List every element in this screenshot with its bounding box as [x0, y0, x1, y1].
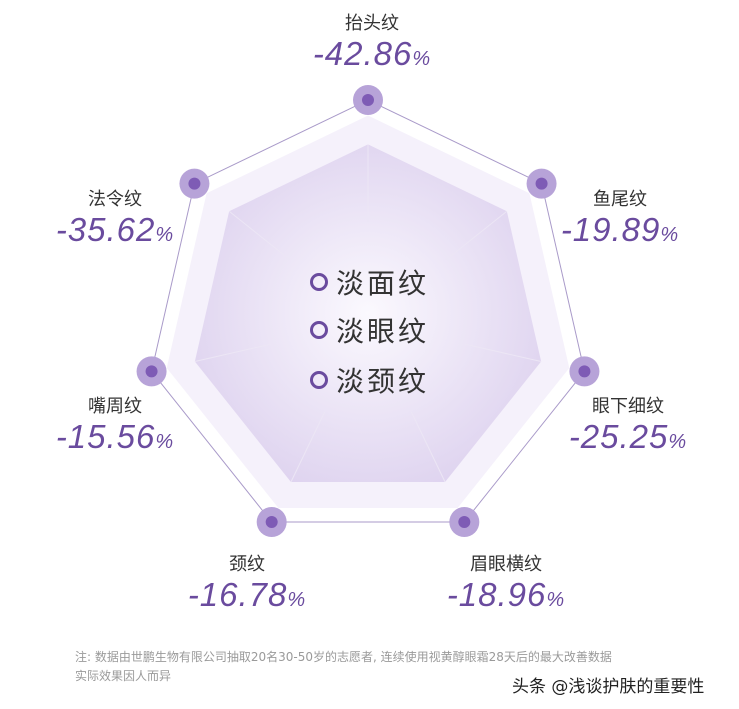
value-number: -19.89 [560, 211, 661, 248]
footnote-line: 注: 数据由世鹏生物有限公司抽取20名30-50岁的志愿者, 连续使用视黄醇眼霜… [75, 650, 612, 664]
axis-label-group: 法令纹 -35.62% [25, 188, 205, 253]
percent-unit: % [546, 589, 566, 611]
data-point [265, 516, 278, 529]
category-label: 眉眼横纹 [470, 554, 542, 575]
footnote-line: 实际效果因人而异 [75, 669, 172, 683]
axis-label-group: 眼下细纹 -25.25% [538, 395, 718, 460]
value-label: -16.78% [157, 577, 337, 618]
data-point [145, 365, 158, 378]
data-point [535, 177, 548, 190]
percent-unit: % [155, 224, 175, 246]
percent-unit: % [287, 589, 307, 611]
spoke [290, 411, 326, 483]
value-number: -18.96 [446, 576, 547, 613]
percent-unit: % [155, 431, 175, 453]
radar-outline [151, 99, 585, 523]
value-number: -25.25 [568, 418, 669, 455]
axis-label-group: 抬头纹 -42.86% [282, 12, 462, 77]
legend-label: 淡面纹 [336, 267, 430, 300]
spoke [410, 411, 446, 483]
inner-fill [194, 144, 542, 483]
axis-label-group: 鱼尾纹 -19.89% [530, 188, 710, 253]
data-point [188, 177, 201, 190]
value-label: -42.86% [282, 36, 462, 77]
spoke [194, 343, 271, 363]
value-number: -35.62 [55, 211, 156, 248]
legend-item: 淡眼纹 [310, 310, 429, 350]
category-label: 鱼尾纹 [593, 189, 647, 210]
spoke [445, 210, 508, 261]
category-label: 眼下细纹 [592, 396, 664, 417]
value-label: -25.25% [538, 419, 718, 460]
value-label: -15.56% [25, 419, 205, 460]
watermark: 头条 @浅谈护肤的重要性 [512, 677, 705, 697]
ring-icon [310, 371, 328, 389]
value-number: -42.86 [312, 35, 413, 72]
axis-label-group: 眉眼横纹 -18.96% [416, 553, 596, 618]
value-number: -15.56 [55, 418, 156, 455]
legend-item: 淡颈纹 [310, 360, 429, 400]
axis-label-group: 嘴周纹 -15.56% [25, 395, 205, 460]
percent-unit: % [660, 224, 680, 246]
percent-unit: % [412, 48, 432, 70]
data-point [578, 365, 591, 378]
legend-label: 淡颈纹 [336, 365, 430, 398]
value-number: -16.78 [187, 576, 288, 613]
value-label: -35.62% [25, 212, 205, 253]
value-label: -18.96% [416, 577, 596, 618]
category-label: 颈纹 [229, 554, 265, 575]
legend-item: 淡面纹 [310, 262, 429, 302]
ring-icon [310, 321, 328, 339]
axis-label-group: 颈纹 -16.78% [157, 553, 337, 618]
legend-label: 淡眼纹 [336, 315, 430, 348]
data-point [458, 516, 471, 529]
spoke [228, 210, 291, 261]
category-label: 抬头纹 [345, 13, 399, 34]
category-label: 嘴周纹 [88, 396, 142, 417]
data-point [362, 94, 374, 106]
value-label: -19.89% [530, 212, 710, 253]
ring-icon [310, 273, 328, 291]
spoke [465, 343, 542, 363]
category-label: 法令纹 [88, 189, 142, 210]
percent-unit: % [668, 431, 688, 453]
